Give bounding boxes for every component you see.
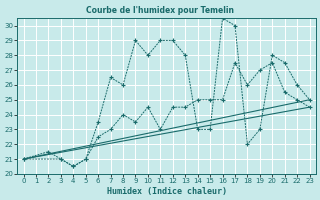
X-axis label: Humidex (Indice chaleur): Humidex (Indice chaleur)	[107, 187, 227, 196]
Text: Courbe de l'humidex pour Temelin: Courbe de l'humidex pour Temelin	[86, 6, 234, 15]
